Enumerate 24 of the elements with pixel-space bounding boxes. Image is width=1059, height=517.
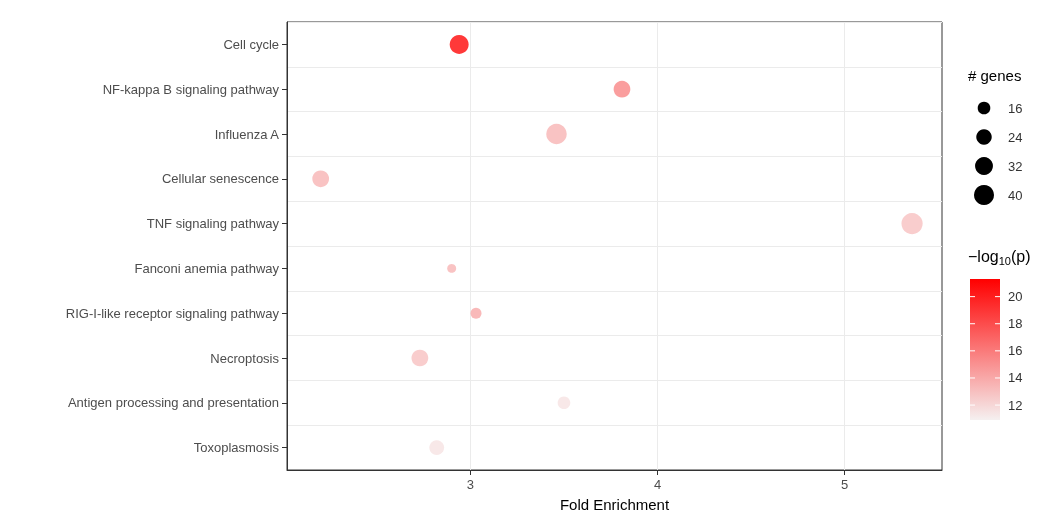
y-tick-label: Influenza A xyxy=(214,126,280,142)
x-tick-label: 3 xyxy=(466,477,475,492)
y-tick-label: Antigen processing and presentation xyxy=(67,395,279,411)
y-tick-label: Cell cycle xyxy=(223,36,279,52)
y-tick-label: NF-kappa B signaling pathway xyxy=(102,81,280,97)
color-bar-label: 20 xyxy=(1008,289,1023,305)
color-bar-label: 18 xyxy=(1008,316,1023,332)
legend-label: 24 xyxy=(1008,129,1023,145)
legend-label: 32 xyxy=(1008,158,1023,174)
x-tick-label: 4 xyxy=(653,477,662,492)
x-tick-label: 5 xyxy=(841,477,849,492)
legend-label: 40 xyxy=(1008,187,1023,203)
y-tick-label: TNF signaling pathway xyxy=(146,216,280,232)
color-bar-label: 14 xyxy=(1008,370,1023,386)
y-tick-label: Cellular senescence xyxy=(161,171,279,187)
y-tick-label: Fanconi anemia pathway xyxy=(134,260,280,276)
y-tick-label: RIG-I-like receptor signaling pathway xyxy=(65,305,280,321)
y-tick-label: Necroptosis xyxy=(210,350,280,366)
y-tick-label: Toxoplasmosis xyxy=(193,440,280,456)
color-bar-label: 12 xyxy=(1008,397,1023,413)
legend-title: # genes xyxy=(968,67,1022,84)
legend-label: 16 xyxy=(1008,100,1023,116)
x-axis-title: Fold Enrichment xyxy=(559,496,670,513)
color-bar-label: 16 xyxy=(1008,343,1023,359)
